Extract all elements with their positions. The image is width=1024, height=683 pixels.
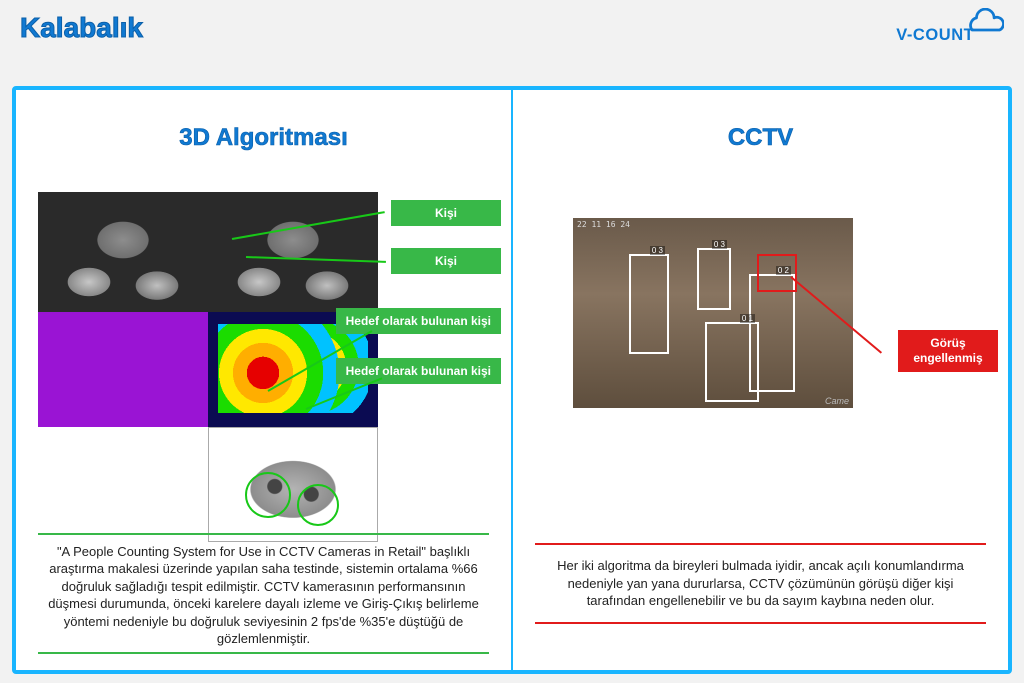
left-description: "A People Counting System for Use in CCT… <box>38 533 489 654</box>
svg-text:V-COUNT: V-COUNT <box>896 26 974 44</box>
right-column: CCTV 22 11 16 24 0 3 0 3 0 2 0 1 Came Gö… <box>513 90 1008 670</box>
cctv-image: 22 11 16 24 0 3 0 3 0 2 0 1 Came <box>573 218 853 408</box>
label-person-2: Kişi <box>391 248 501 274</box>
comparison-panel: 3D Algoritması PS:12.7 17:28:18 <box>12 86 1012 674</box>
cctv-timestamp: 22 11 16 24 <box>577 220 630 229</box>
timestamp-2: 17:28:18 <box>212 194 260 205</box>
occlusion-box <box>757 254 797 292</box>
occlusion-label: Görüş engellenmiş <box>898 330 998 372</box>
label-person-1: Kişi <box>391 200 501 226</box>
algorithm-image-grid: PS:12.7 17:28:18 <box>38 192 378 542</box>
label-target-2: Hedef olarak bulunan kişi <box>336 358 501 384</box>
cloud-icon: V-COUNT <box>894 8 1004 47</box>
det-id: 0 3 <box>650 246 665 255</box>
left-header: 3D Algoritması <box>34 124 493 152</box>
right-header: CCTV <box>531 124 990 152</box>
det-id: 0 3 <box>712 240 727 249</box>
brand-logo: V-COUNT <box>894 8 1004 47</box>
page-title: Kalabalık <box>20 12 143 44</box>
purple-panel <box>38 312 208 427</box>
det-id: 0 1 <box>740 314 755 323</box>
timestamp-1: PS:12.7 <box>42 194 84 205</box>
right-description: Her iki algoritma da bireyleri bulmada i… <box>535 543 986 624</box>
watermark: Came <box>825 396 849 406</box>
label-target-1: Hedef olarak bulunan kişi <box>336 308 501 334</box>
camera-view-1: PS:12.7 <box>38 192 208 312</box>
depth-panel <box>208 427 378 542</box>
left-column: 3D Algoritması PS:12.7 17:28:18 <box>16 90 511 670</box>
camera-view-2: 17:28:18 <box>208 192 378 312</box>
